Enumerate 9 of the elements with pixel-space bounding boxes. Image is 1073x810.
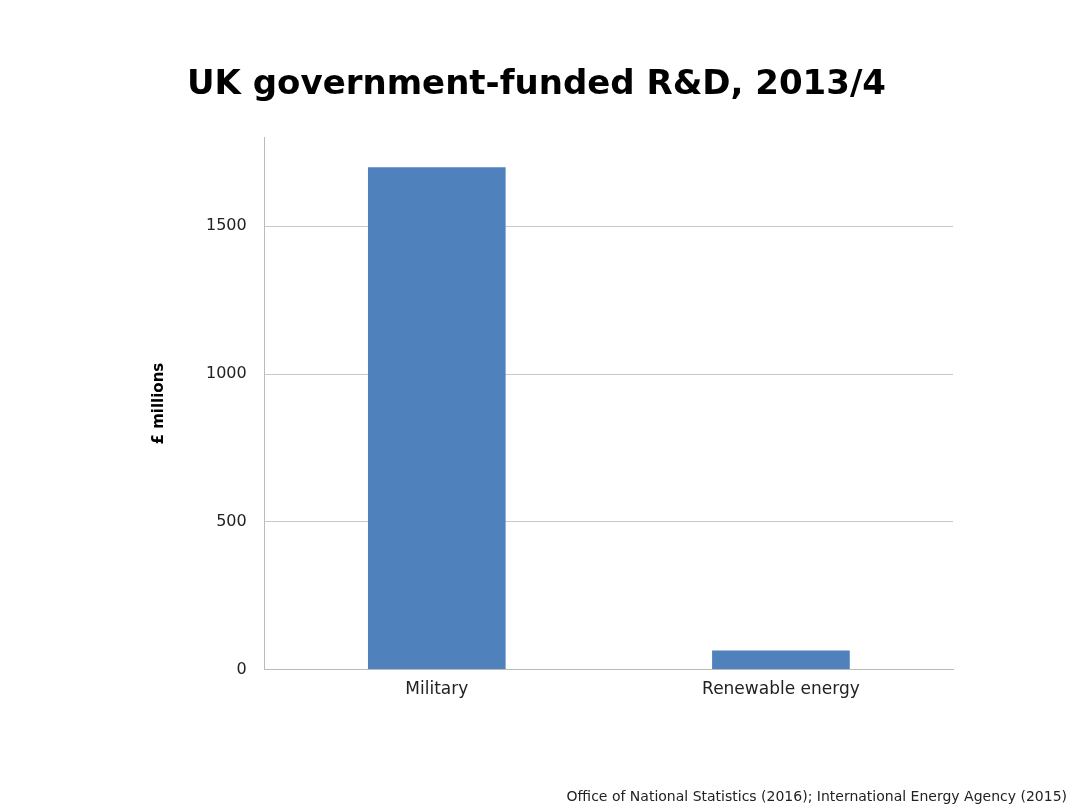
chart-title: UK government-funded R&D, 2013/4: [186, 62, 887, 102]
y-tick-label: 1500: [206, 215, 247, 235]
y-tick-label: 500: [216, 510, 247, 530]
text: Office of National Statistics (2016); International Energy Agency (2015): [566, 788, 1067, 804]
x-tick-label: Renewable energy: [702, 678, 860, 699]
y-tick-label: 0: [236, 658, 247, 678]
y-axis-title: £ millions: [148, 362, 167, 445]
y-tick-label: 1000: [206, 363, 247, 383]
x-tick-label: Military: [405, 678, 469, 699]
